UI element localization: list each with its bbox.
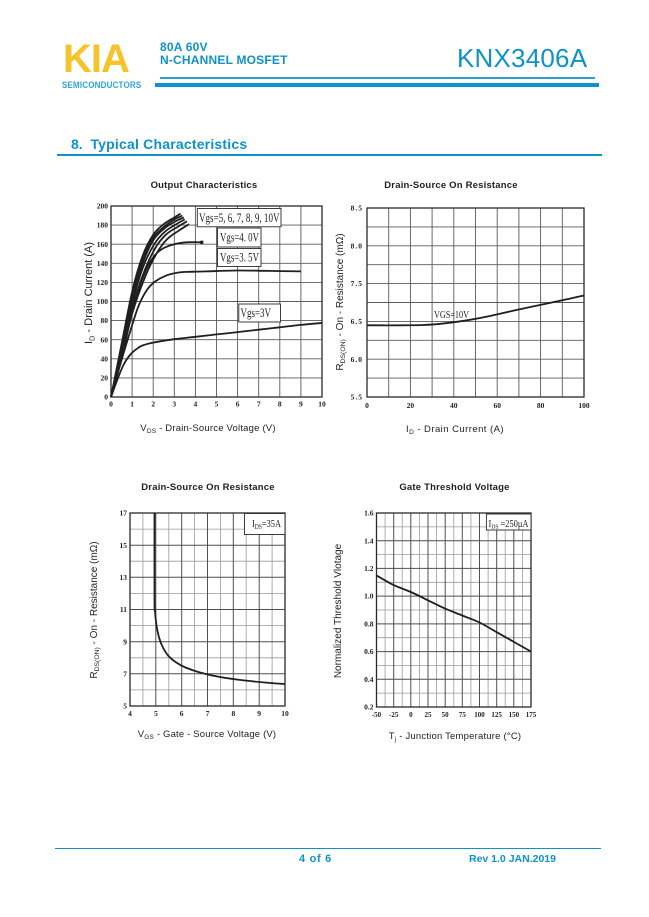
svg-text:180: 180 (97, 221, 109, 230)
svg-text:100: 100 (97, 297, 109, 306)
svg-text:-50: -50 (372, 711, 382, 719)
svg-text:80: 80 (537, 401, 545, 410)
svg-text:0: 0 (109, 400, 113, 409)
svg-text:6.0: 6.0 (351, 355, 363, 364)
svg-text:200: 200 (97, 202, 109, 211)
svg-text:3: 3 (172, 400, 176, 409)
svg-text:7: 7 (123, 669, 127, 678)
svg-text:125: 125 (491, 711, 502, 719)
svg-text:VGS=10V: VGS=10V (434, 310, 469, 321)
svg-text:5: 5 (215, 400, 219, 409)
svg-text:175: 175 (526, 711, 537, 719)
svg-text:1.0: 1.0 (364, 592, 374, 601)
svg-text:ID - Drain Current (A): ID - Drain Current (A) (83, 242, 96, 344)
svg-text:17: 17 (120, 509, 128, 518)
svg-text:Normalized Threshold Vlotage: Normalized Threshold Vlotage (333, 543, 344, 678)
svg-text:20: 20 (407, 401, 415, 410)
svg-text:ID - Drain Current (A): ID - Drain Current (A) (406, 424, 504, 436)
svg-text:9: 9 (123, 637, 127, 646)
svg-text:RDS(ON) - On - Resistance (mΩ): RDS(ON) - On - Resistance (mΩ) (89, 541, 101, 678)
svg-text:0: 0 (365, 401, 369, 410)
svg-text:Drain-Source On Resistance: Drain-Source On Resistance (384, 180, 518, 191)
svg-text:0.4: 0.4 (364, 675, 374, 684)
svg-text:140: 140 (97, 259, 109, 268)
svg-text:100: 100 (474, 711, 485, 719)
svg-text:1: 1 (130, 400, 134, 409)
svg-text:1.4: 1.4 (364, 536, 374, 545)
svg-text:4: 4 (194, 400, 198, 409)
svg-text:15: 15 (120, 541, 128, 550)
svg-text:100: 100 (578, 401, 590, 410)
svg-text:Vgs=4. 0V: Vgs=4. 0V (220, 231, 259, 245)
svg-text:Vgs=3V: Vgs=3V (241, 306, 272, 320)
svg-text:0.2: 0.2 (364, 703, 374, 712)
svg-text:11: 11 (120, 605, 127, 614)
svg-text:8: 8 (278, 400, 282, 409)
svg-text:8.5: 8.5 (351, 204, 363, 213)
svg-text:7: 7 (206, 709, 210, 718)
svg-text:0.6: 0.6 (364, 647, 374, 656)
svg-text:6: 6 (236, 400, 240, 409)
svg-text:10: 10 (281, 709, 289, 718)
svg-text:25: 25 (425, 711, 433, 719)
svg-text:9: 9 (299, 400, 303, 409)
svg-text:1.2: 1.2 (364, 564, 374, 573)
svg-text:Gate Threshold Voltage: Gate Threshold Voltage (399, 482, 509, 493)
svg-text:Vgs=3. 5V: Vgs=3. 5V (220, 251, 259, 265)
svg-text:7: 7 (257, 400, 261, 409)
svg-text:40: 40 (101, 354, 109, 363)
svg-text:5: 5 (123, 702, 127, 711)
svg-text:Vgs=5, 6, 7, 8, 9, 10V: Vgs=5, 6, 7, 8, 9, 10V (199, 211, 280, 225)
svg-text:9: 9 (257, 709, 261, 718)
svg-text:6.5: 6.5 (351, 317, 363, 326)
svg-text:0: 0 (104, 393, 108, 402)
svg-text:8: 8 (231, 709, 235, 718)
svg-text:160: 160 (97, 240, 109, 249)
svg-text:IDS=35A: IDS=35A (252, 519, 281, 531)
svg-text:50: 50 (442, 711, 450, 719)
svg-text:VDS - Drain-Source Voltage (V): VDS - Drain-Source Voltage (V) (140, 423, 275, 435)
svg-text:0.8: 0.8 (364, 619, 374, 628)
svg-text:Drain-Source On Resistance: Drain-Source On Resistance (141, 482, 275, 493)
svg-text:0: 0 (409, 711, 413, 719)
svg-text:5.5: 5.5 (351, 393, 363, 402)
svg-text:40: 40 (450, 401, 458, 410)
svg-text:150: 150 (509, 711, 520, 719)
svg-text:10: 10 (318, 400, 326, 409)
svg-text:7.5: 7.5 (351, 279, 363, 288)
svg-text:Tj - Junction Temperature (°C): Tj - Junction Temperature (°C) (389, 731, 522, 743)
svg-text:RDS(ON) - On - Resistance (mΩ): RDS(ON) - On - Resistance (mΩ) (335, 233, 347, 370)
svg-text:1.6: 1.6 (364, 509, 374, 518)
svg-text:60: 60 (101, 335, 109, 344)
svg-text:-25: -25 (389, 711, 399, 719)
svg-text:8.0: 8.0 (351, 241, 363, 250)
svg-text:20: 20 (101, 374, 109, 383)
svg-text:2: 2 (151, 400, 155, 409)
svg-text:60: 60 (493, 401, 501, 410)
svg-text:6: 6 (180, 709, 184, 718)
svg-text:120: 120 (97, 278, 109, 287)
svg-text:75: 75 (459, 711, 467, 719)
svg-text:13: 13 (120, 573, 128, 582)
svg-text:VGS - Gate - Source Voltage (V: VGS - Gate - Source Voltage (V) (138, 729, 277, 741)
svg-text:4: 4 (128, 709, 132, 718)
svg-text:80: 80 (101, 316, 109, 325)
svg-text:5: 5 (154, 709, 158, 718)
svg-text:Output Characteristics: Output Characteristics (151, 180, 258, 191)
svg-text:IDS =250μA: IDS =250μA (489, 519, 530, 531)
